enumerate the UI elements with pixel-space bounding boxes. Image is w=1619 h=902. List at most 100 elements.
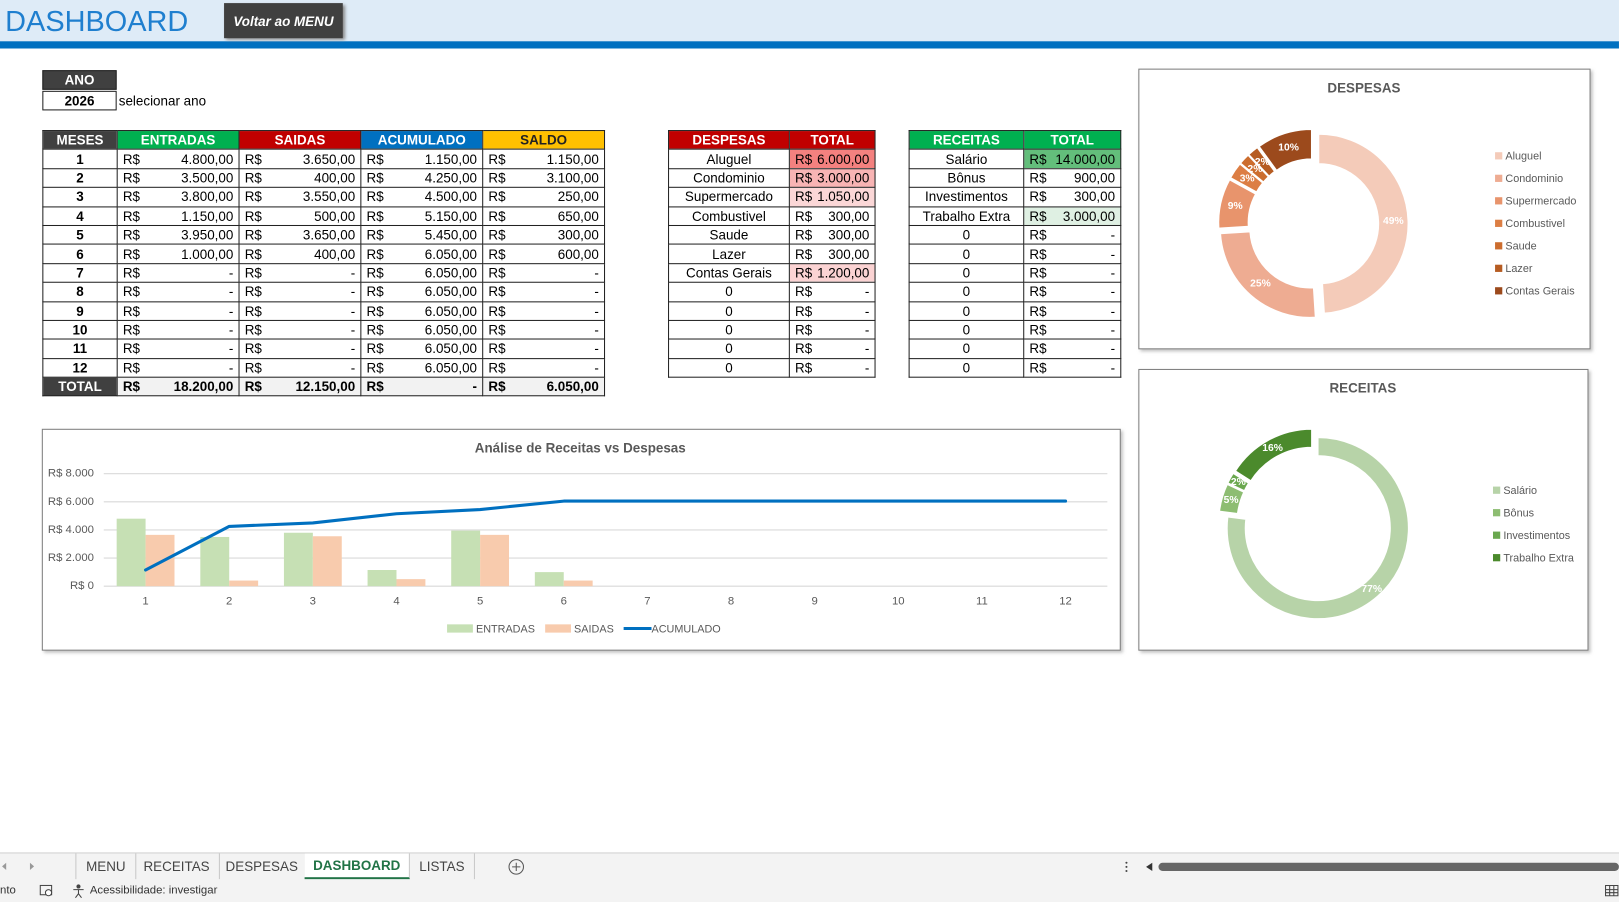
amount: 6.050,00 <box>546 379 599 395</box>
amount: 1.150,00 <box>424 151 478 167</box>
legend-swatch <box>1492 486 1501 494</box>
amount: 1.150,00 <box>546 151 599 167</box>
accessibility-icon[interactable] <box>71 883 85 898</box>
page-title: DASHBOARD <box>5 5 189 38</box>
total-cell: R$ 1.050,00 <box>788 186 876 207</box>
cell-content: R$ - <box>488 303 598 318</box>
total-cell: R$ 12.150,00 <box>238 376 362 397</box>
menu-button[interactable]: Voltar ao MENU <box>224 3 343 39</box>
cell-content: R$ - <box>367 379 477 394</box>
currency: R$ <box>795 189 813 205</box>
accessibility-status[interactable]: Acessibilidade: investigar <box>89 884 218 897</box>
table-cell: R$ 600,00 <box>482 243 606 264</box>
cell-content: R$ - <box>123 303 233 318</box>
item-cell: Combustivel <box>668 205 790 226</box>
cell-content: R$ - <box>123 341 233 356</box>
currency: R$ <box>244 303 262 319</box>
sheet-tab[interactable]: DASHBOARD <box>304 853 410 880</box>
cell-content: R$ 300,00 <box>795 227 869 242</box>
cell-content: R$ 1.000,00 <box>123 246 233 261</box>
legend-label: Investimentos <box>1503 530 1570 542</box>
sheet-tab[interactable]: DESPESAS <box>219 853 306 880</box>
cell-content: R$ - <box>1029 360 1115 375</box>
cell-content: R$ 6.050,00 <box>367 303 477 318</box>
currency: R$ <box>795 265 813 281</box>
bar <box>200 536 230 587</box>
table-cell: R$ 400,00 <box>238 167 362 189</box>
year-hint: selecionar ano <box>118 92 207 109</box>
bar <box>451 530 481 587</box>
currency: R$ <box>488 284 506 300</box>
sheet-tab[interactable]: LISTAS <box>410 853 475 880</box>
cell-content: R$ 6.050,00 <box>367 341 477 356</box>
currency: R$ <box>122 265 141 281</box>
currency: R$ <box>795 360 813 376</box>
header-row: MESES ENTRADAS SAIDAS ACUMULADO SALDO <box>42 130 606 151</box>
sheet-tab[interactable]: RECEITAS <box>134 853 220 880</box>
legend-swatch <box>1495 264 1503 272</box>
total-cell: R$ 300,00 <box>788 224 876 245</box>
amount: - <box>594 341 599 357</box>
total-cell: R$ - <box>788 338 876 359</box>
legend-label: Condominio <box>1505 173 1563 185</box>
legend-swatch <box>1495 242 1503 250</box>
currency: R$ <box>122 341 141 357</box>
currency: R$ <box>244 246 262 262</box>
bar <box>480 534 510 587</box>
bar <box>116 518 146 587</box>
table-row: 0 R$ - <box>668 300 876 321</box>
cell-content: R$ - <box>245 303 355 318</box>
year-value[interactable]: 2026 <box>42 90 117 111</box>
bar <box>312 536 342 587</box>
data-label: 16% <box>1262 443 1283 454</box>
table-cell: R$ 3.550,00 <box>238 186 362 207</box>
table-row: Saude R$ 300,00 <box>668 224 876 245</box>
table-cell: R$ - <box>116 300 240 321</box>
currency: R$ <box>244 151 262 167</box>
horizontal-scrollbar[interactable] <box>1120 856 1619 879</box>
legend-label: Lazer <box>1505 263 1532 275</box>
cell-content: R$ 6.000,00 <box>795 151 869 166</box>
add-sheet-button[interactable] <box>504 856 529 879</box>
legend-label: Bônus <box>1503 508 1534 520</box>
currency: R$ <box>244 284 262 300</box>
currency: R$ <box>1029 322 1047 338</box>
cell-content: R$ 400,00 <box>245 170 355 185</box>
header-row: DESPESAS TOTAL <box>668 130 876 151</box>
normal-view-icon[interactable] <box>1605 883 1619 897</box>
month-cell: 7 <box>42 262 118 283</box>
doughnut-segment <box>1218 483 1246 515</box>
sheet-tab[interactable]: MENU <box>75 853 137 880</box>
item-cell: 0 <box>908 224 1025 245</box>
cell-content: R$ - <box>123 265 233 280</box>
table-cell: R$ 4.250,00 <box>360 167 484 189</box>
macro-icon[interactable] <box>39 883 53 897</box>
amount: 4.500,00 <box>424 189 478 205</box>
cell-content: R$ - <box>795 322 869 337</box>
status-mode: nto <box>0 884 16 897</box>
amount: 650,00 <box>557 208 599 224</box>
cell-content: R$ 1.200,00 <box>795 265 869 280</box>
item-cell: Trabalho Extra <box>908 205 1025 226</box>
table-cell: R$ 1.000,00 <box>116 243 240 264</box>
cell-content: R$ - <box>488 341 598 356</box>
cell-content: R$ - <box>245 360 355 375</box>
table-row: 0 R$ - <box>668 319 876 340</box>
currency: R$ <box>366 322 384 338</box>
legend-label: ENTRADAS <box>476 623 535 635</box>
column-header: SALDO <box>482 130 606 151</box>
amount: 12.150,00 <box>295 379 356 395</box>
amount: 600,00 <box>557 246 599 262</box>
amount: 300,00 <box>557 227 599 243</box>
column-header: SAIDAS <box>238 130 362 151</box>
cell-content: R$ 3.550,00 <box>245 189 355 204</box>
cell-content: R$ 3.000,00 <box>1029 208 1115 223</box>
cell-content: R$ 4.800,00 <box>123 151 233 166</box>
tab-scroll-arrows[interactable] <box>0 853 72 879</box>
amount: 6.050,00 <box>424 284 478 300</box>
doughnut-segment <box>1226 472 1250 493</box>
doughnut-segment <box>1317 133 1410 315</box>
currency: R$ <box>244 379 262 395</box>
x-tick-label: 2 <box>226 596 232 608</box>
